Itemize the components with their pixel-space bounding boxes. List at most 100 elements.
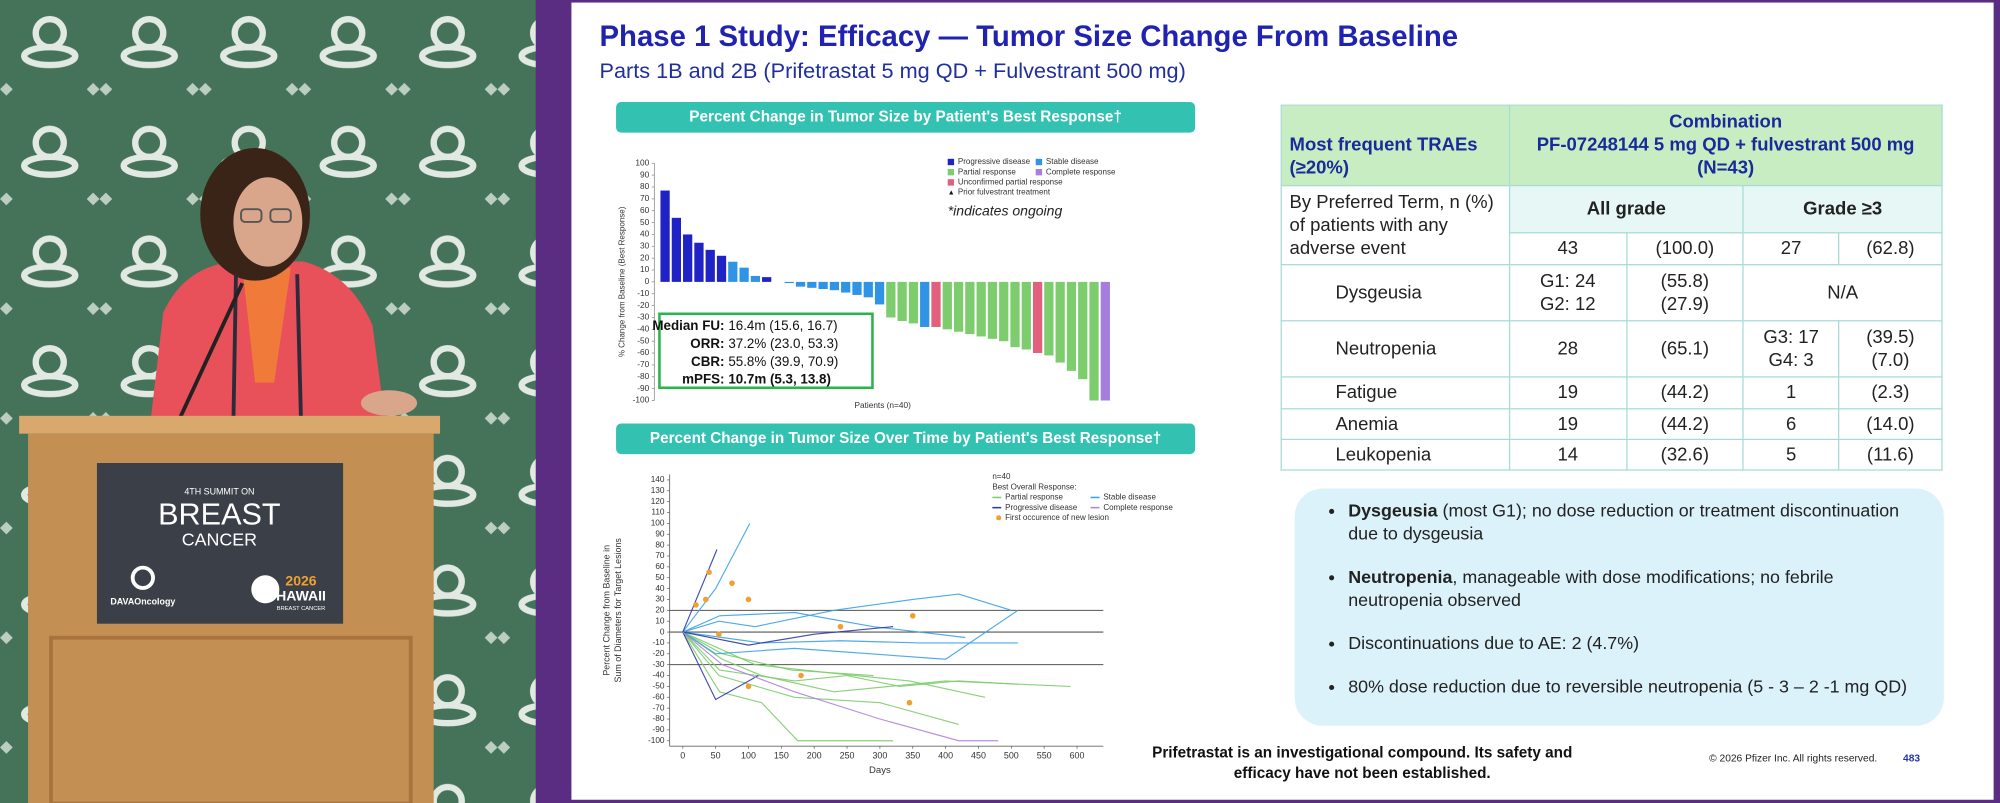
- slide-subtitle: Parts 1B and 2B (Prifetrastat 5 mg QD + …: [599, 58, 1186, 83]
- bar: [1021, 281, 1031, 350]
- cell-line: (39.5): [1866, 327, 1915, 348]
- table-cell: 43: [1508, 232, 1627, 266]
- bar: [953, 281, 964, 332]
- table-cell: 28: [1508, 320, 1627, 378]
- bar: [841, 281, 851, 293]
- speaker-scarf: [242, 267, 291, 383]
- header-line: Combination: [1669, 112, 1783, 133]
- bar: [999, 281, 1009, 342]
- table-cell: 1: [1742, 376, 1840, 410]
- bar: [829, 281, 840, 291]
- legend-swatch: [947, 179, 955, 186]
- bar: [683, 234, 693, 282]
- chart-header: [616, 102, 1196, 133]
- chart-title: Percent Change in Tumor Size by Patient'…: [689, 108, 1122, 125]
- y-tick-label: 40: [655, 583, 665, 593]
- sign-text: 4TH SUMMIT ON: [184, 487, 254, 497]
- y-axis-label: Percent Change from Baseline in: [602, 545, 612, 676]
- disclaimer: Prifetrastat is an investigational compo…: [1122, 742, 1602, 783]
- table-row: Anemia 19 (44.2) 6 (14.0): [1280, 408, 1943, 441]
- y-tick-label: 80: [640, 181, 650, 191]
- y-tick-label: 120: [651, 496, 665, 506]
- cell-line: G4: 3: [1768, 350, 1814, 371]
- y-tick-label: -40: [653, 670, 665, 680]
- x-axis-label: Patients (n=40): [854, 400, 911, 410]
- bar: [807, 281, 817, 288]
- legend-swatch: [947, 158, 955, 166]
- y-tick-label: -40: [637, 324, 649, 334]
- bullet-text: , manageable with dose modifications; no…: [1348, 566, 1834, 610]
- bar: [886, 281, 896, 318]
- cell-line: G1: 24: [1539, 271, 1596, 292]
- bullet: Neutropenia, manageable with dose modifi…: [1348, 565, 1918, 611]
- table-cell: (55.8) (27.9): [1625, 264, 1745, 322]
- y-tick-label: 70: [655, 550, 665, 560]
- y-tick-label: -100: [648, 735, 665, 745]
- y-tick-label: -60: [637, 347, 649, 357]
- new-lesion-marker: [745, 596, 752, 603]
- new-lesion-marker: [837, 623, 844, 630]
- bar: [965, 281, 975, 335]
- copyright: © 2026 Pfizer Inc. All rights reserved.: [1709, 752, 1878, 765]
- series-line: [682, 631, 759, 701]
- stat-label: CBR:: [691, 354, 724, 369]
- bullet: Discontinuations due to AE: 2 (4.7%): [1348, 631, 1918, 654]
- bar: [863, 281, 873, 298]
- series-line: [682, 631, 999, 742]
- table-cell: (39.5) (7.0): [1838, 320, 1943, 378]
- bullet: Dysgeusia (most G1); no dose reduction o…: [1348, 499, 1918, 545]
- x-tick-label: 150: [774, 751, 789, 761]
- table-header: Combination PF-07248144 5 mg QD + fulves…: [1508, 104, 1943, 187]
- bar: [762, 277, 772, 282]
- table-row: Fatigue 19 (44.2) 1 (2.3): [1280, 376, 1943, 410]
- bullet: 80% dose reduction due to reversible neu…: [1348, 675, 1918, 698]
- bullet-text: 80% dose reduction due to reversible neu…: [1348, 676, 1908, 697]
- table-cell: 19: [1508, 376, 1627, 410]
- legend-label: Partial response: [1005, 493, 1063, 502]
- table-cell: 5: [1742, 438, 1840, 471]
- x-tick-label: 200: [807, 751, 822, 761]
- bar: [739, 267, 749, 282]
- legend-swatch: [1035, 158, 1043, 166]
- bar: [784, 281, 794, 284]
- y-tick-label: -70: [653, 702, 665, 712]
- bullet-text: Discontinuations due to AE: 2 (4.7%): [1348, 632, 1640, 654]
- sign-logo: [251, 575, 280, 604]
- table-cell: (62.8): [1838, 232, 1943, 266]
- legend-swatch: [1035, 169, 1043, 176]
- x-tick-label: 550: [1037, 751, 1052, 761]
- y-tick-label: 10: [640, 264, 650, 274]
- new-lesion-marker: [745, 683, 752, 690]
- legend-label: Complete response: [1046, 167, 1116, 176]
- bar: [897, 281, 907, 322]
- legend-label: First occurence of new lesion: [1005, 513, 1109, 522]
- series-line: [682, 626, 894, 646]
- x-tick-label: 350: [905, 751, 920, 761]
- table-cell: N/A: [1742, 264, 1943, 322]
- stat-value: 10.7m (5.3, 13.8): [728, 372, 831, 387]
- bar: [716, 255, 727, 282]
- table-cell: 19: [1508, 408, 1627, 441]
- stat-label: Median FU:: [652, 318, 724, 333]
- series-line: [682, 631, 874, 677]
- microphone: [176, 282, 245, 422]
- legend-label: Complete response: [1103, 503, 1173, 512]
- sign-text: DAVAOncology: [110, 596, 175, 606]
- header-line: (N=43): [1697, 158, 1755, 179]
- y-tick-label: 30: [655, 594, 665, 604]
- bar: [1066, 281, 1077, 371]
- y-tick-label: 20: [640, 252, 650, 262]
- stat-value: 37.2% (23.0, 53.3): [728, 336, 838, 351]
- y-tick-label: 50: [655, 572, 665, 582]
- table-row: Neutropenia 28 (65.1) G3: 17 G4: 3 (39.5)…: [1280, 320, 1943, 378]
- x-tick-label: 100: [741, 751, 756, 761]
- x-axis-label: Days: [869, 765, 891, 776]
- x-tick-label: 600: [1070, 751, 1085, 761]
- stat-value: 55.8% (39.9, 70.9): [728, 354, 838, 369]
- waterfall-chart: 1009080706050403020100-10-20-30-40-50-60…: [618, 157, 1116, 410]
- bar: [1032, 281, 1043, 354]
- legend-label: Prior fulvestrant treatment: [958, 188, 1051, 197]
